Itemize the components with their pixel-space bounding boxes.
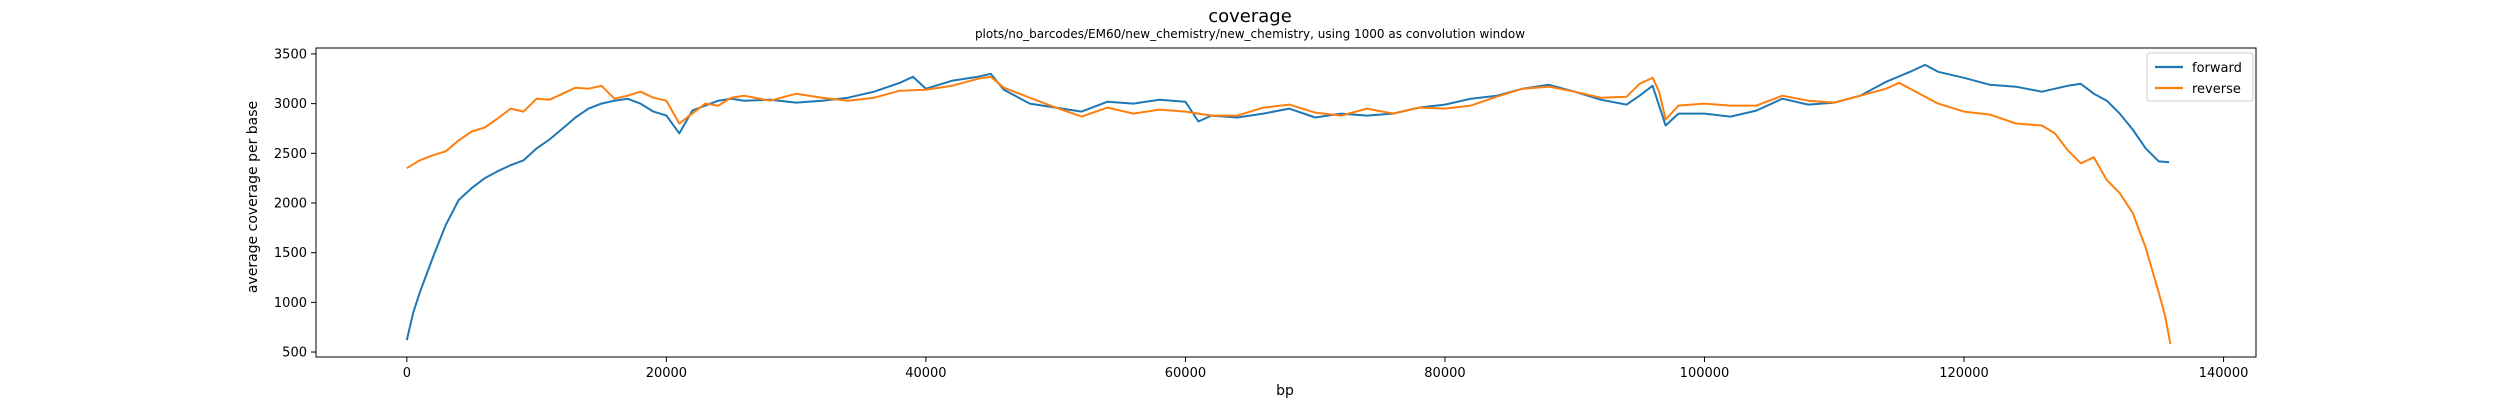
x-tick-label: 0 (403, 366, 411, 381)
x-tick-label: 120000 (1939, 366, 1989, 381)
y-tick-label: 3000 (274, 97, 307, 112)
x-tick-label: 100000 (1680, 366, 1730, 381)
x-tick-label: 20000 (646, 366, 687, 381)
chart-subtitle: plots/no_barcodes/EM60/new_chemistry/new… (975, 27, 1525, 41)
series-line-reverse (406, 75, 2172, 345)
x-tick-label: 40000 (905, 366, 946, 381)
y-tick-label: 3500 (274, 47, 307, 62)
y-tick-label: 500 (282, 346, 307, 361)
x-tick-label: 60000 (1165, 366, 1206, 381)
y-tick-label: 1500 (274, 246, 307, 261)
y-tick-label: 2000 (274, 196, 307, 211)
y-axis-label: average coverage per base (245, 101, 261, 293)
legend-label-forward: forward (2192, 61, 2242, 76)
legend: forward reverse (2146, 52, 2254, 102)
x-tick-label: 140000 (2199, 366, 2249, 381)
x-tick-label: 80000 (1424, 366, 1465, 381)
axes: 0 20000 40000 60000 80000 100000 120000 140000 5… (274, 47, 2257, 381)
y-tick-label: 1000 (274, 296, 307, 311)
y-tick-label: 2500 (274, 147, 307, 162)
legend-label-reverse: reverse (2192, 82, 2241, 97)
chart-title: coverage (1208, 6, 1292, 27)
series-layer (405, 63, 2172, 345)
x-axis-label: bp (1276, 383, 1294, 399)
series-line-forward (405, 63, 2170, 341)
